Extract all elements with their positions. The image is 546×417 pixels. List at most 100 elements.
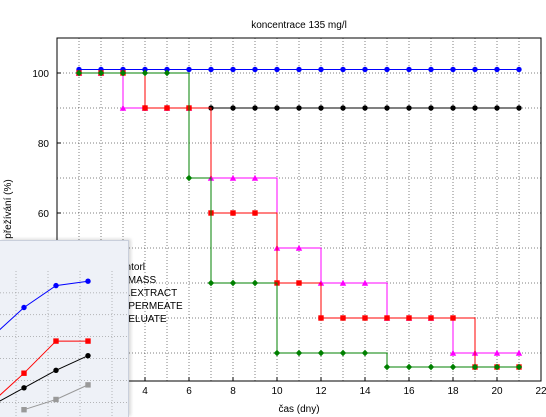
data-point bbox=[361, 349, 369, 357]
inset-data-point bbox=[53, 367, 59, 373]
inset-series-line-2 bbox=[0, 340, 88, 396]
inset-data-point bbox=[85, 352, 91, 359]
data-point bbox=[494, 66, 500, 73]
data-point bbox=[516, 105, 522, 111]
y-tick-label: 80 bbox=[38, 139, 50, 150]
inset-chart bbox=[0, 271, 128, 417]
inset-chart-panel bbox=[0, 240, 129, 417]
data-point bbox=[295, 244, 303, 251]
data-point bbox=[207, 279, 215, 287]
data-point bbox=[296, 66, 302, 73]
x-tick-label: 22 bbox=[535, 386, 546, 397]
data-point bbox=[515, 349, 523, 356]
inset-series-line-3 bbox=[0, 355, 89, 402]
data-point bbox=[472, 105, 478, 111]
inset-data-point bbox=[85, 338, 91, 344]
data-point bbox=[427, 363, 435, 371]
data-point bbox=[208, 66, 214, 73]
data-point bbox=[252, 105, 258, 111]
x-tick-label: 20 bbox=[491, 386, 503, 397]
data-point bbox=[274, 66, 280, 73]
data-point bbox=[318, 105, 324, 111]
data-point bbox=[317, 349, 325, 357]
x-tick-label: 8 bbox=[230, 386, 236, 397]
data-point bbox=[449, 349, 457, 356]
data-point bbox=[384, 66, 390, 73]
data-point bbox=[230, 210, 236, 216]
legend-entry: 8 ELUATE bbox=[120, 314, 167, 325]
legend-entry: O.EXTRACT bbox=[120, 288, 177, 299]
inset-data-point bbox=[53, 396, 59, 403]
data-point bbox=[516, 66, 522, 73]
inset-data-point bbox=[53, 338, 59, 344]
x-tick-label: 6 bbox=[186, 386, 192, 397]
y-tick-label: 100 bbox=[32, 69, 49, 80]
x-tick-label: 16 bbox=[403, 386, 415, 397]
x-tick-label: 10 bbox=[271, 386, 283, 397]
data-point bbox=[274, 105, 280, 111]
y-axis-label: přežívání (%) bbox=[3, 179, 14, 238]
data-point bbox=[97, 69, 105, 77]
data-point bbox=[340, 66, 346, 73]
data-point bbox=[493, 349, 501, 356]
data-point bbox=[450, 105, 456, 111]
data-point bbox=[339, 349, 347, 357]
data-point bbox=[361, 279, 369, 286]
data-point bbox=[383, 363, 391, 371]
data-point bbox=[406, 315, 412, 321]
data-point bbox=[141, 69, 149, 77]
data-point bbox=[472, 66, 478, 73]
legend-entry: OMASS bbox=[120, 275, 156, 286]
data-point bbox=[449, 363, 457, 371]
x-tick-label: 12 bbox=[315, 386, 327, 397]
inset-data-point bbox=[53, 282, 59, 289]
data-point bbox=[428, 105, 434, 111]
inset-data-point bbox=[85, 382, 91, 388]
data-point bbox=[229, 174, 237, 181]
data-point bbox=[384, 315, 390, 321]
data-point bbox=[494, 105, 500, 111]
data-point bbox=[164, 105, 170, 111]
inset-data-point bbox=[85, 278, 91, 284]
data-point bbox=[362, 105, 368, 111]
inset-series-layer bbox=[0, 278, 91, 413]
x-tick-label: 18 bbox=[447, 386, 459, 397]
data-point bbox=[428, 66, 434, 73]
data-point bbox=[296, 105, 302, 111]
data-point bbox=[362, 66, 368, 73]
data-point bbox=[75, 69, 83, 77]
inset-data-point bbox=[21, 304, 27, 311]
data-point bbox=[339, 279, 347, 286]
data-point bbox=[384, 105, 390, 111]
data-point bbox=[493, 363, 501, 371]
data-point bbox=[119, 69, 127, 77]
legend: ontorl OMASS O.EXTRACT 8 PERMEATE 8 ELUATE bbox=[120, 262, 183, 325]
chart-title: koncentrace 135 mg/l bbox=[251, 20, 347, 31]
data-point bbox=[405, 363, 413, 371]
x-axis-label: čas (dny) bbox=[278, 404, 319, 415]
legend-entry: 8 PERMEATE bbox=[120, 301, 183, 312]
data-point bbox=[450, 66, 456, 73]
data-point bbox=[450, 315, 456, 321]
x-tick-label: 4 bbox=[142, 386, 148, 397]
data-point bbox=[230, 105, 236, 111]
data-point bbox=[362, 315, 368, 321]
data-point bbox=[406, 105, 412, 111]
legend-entry: ontorl bbox=[120, 262, 145, 273]
inset-data-point bbox=[21, 385, 27, 391]
x-tick-label: 14 bbox=[359, 386, 371, 397]
data-point bbox=[142, 66, 148, 73]
series-layer bbox=[75, 66, 523, 371]
data-point bbox=[318, 315, 324, 321]
inset-data-point bbox=[21, 407, 27, 413]
data-point bbox=[406, 66, 412, 73]
data-point bbox=[142, 105, 148, 111]
data-point bbox=[471, 363, 479, 371]
data-point bbox=[296, 280, 302, 286]
data-point bbox=[428, 315, 434, 321]
data-point bbox=[252, 66, 258, 73]
inset-grid-lines bbox=[0, 271, 128, 417]
series-line-4 bbox=[79, 72, 519, 368]
data-point bbox=[186, 66, 192, 73]
